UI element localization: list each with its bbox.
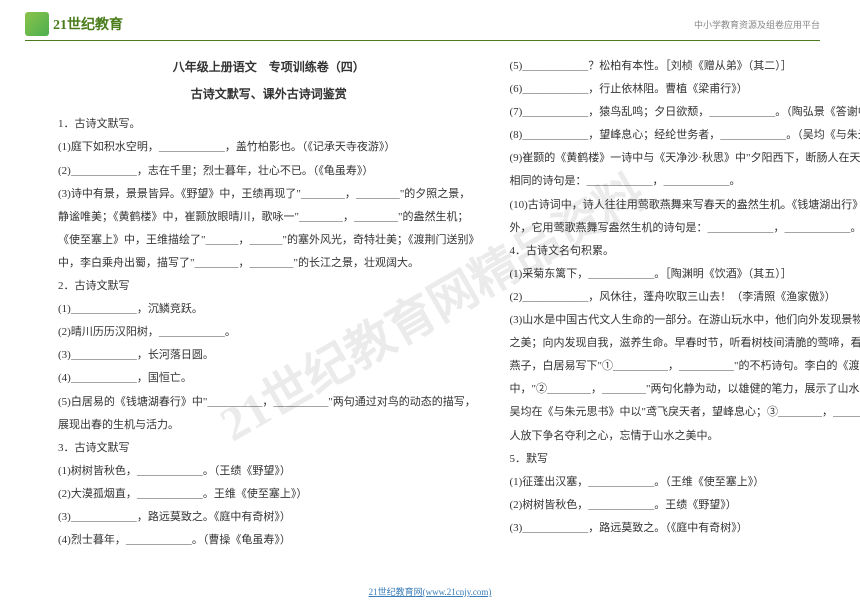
text-line: (2)晴川历历汉阳树，＿＿＿＿＿＿。 [58, 321, 479, 344]
header-underline [25, 40, 820, 41]
text-line: (1)树树皆秋色，＿＿＿＿＿＿。（王绩《野望》） [58, 460, 479, 483]
text-line: (2)＿＿＿＿＿＿，风休往，蓬舟吹取三山去！（李清照《渔家傲》） [509, 286, 860, 309]
text-line: (6)＿＿＿＿＿＿，行止依林阻。曹植《梁甫行》） [509, 78, 860, 101]
text-line: 之美；向内发现自我，滋养生命。早春时节，听看树枝间清脆的莺啼，看着衔泥筑巢的 [509, 332, 860, 355]
text-line: (1)＿＿＿＿＿＿，沉鳞竞跃。 [58, 298, 479, 321]
text-line: 展现出春的生机与活力。 [58, 414, 479, 437]
logo: 21世纪教育 [25, 12, 123, 36]
text-line: (2)大漠孤烟直，＿＿＿＿＿＿。王维《使至塞上》） [58, 483, 479, 506]
text-line: 《使至塞上》中，王维描绘了"＿＿＿，＿＿＿"的塞外风光，奇特壮美；《渡荆门送别》 [58, 229, 479, 252]
text-line: (2)＿＿＿＿＿＿，志在千里；烈士暮年，壮心不已。（《龟虽寿》） [58, 160, 479, 183]
text-line: (3)诗中有景，景景皆异。《野望》中，王绩再现了"＿＿＿＿，＿＿＿＿"的夕照之景… [58, 183, 479, 206]
right-column: (5)＿＿＿＿＿＿？松柏有本性。［刘桢《赠从弟》（其二）］(6)＿＿＿＿＿＿，行… [509, 55, 860, 578]
text-line: 外，它用莺歌燕舞写盎然生机的诗句是：＿＿＿＿＿＿，＿＿＿＿＿＿。 [509, 217, 860, 240]
text-line: 5．默写 [509, 448, 860, 471]
text-line: (5)＿＿＿＿＿＿？松柏有本性。［刘桢《赠从弟》（其二）］ [509, 55, 860, 78]
text-line: (7)＿＿＿＿＿＿，猿鸟乱鸣；夕日欲颓，＿＿＿＿＿＿。（陶弘景《答谢中书书》） [509, 101, 860, 124]
text-line: 人放下争名夺利之心，忘情于山水之美中。 [509, 425, 860, 448]
text-line: (2)树树皆秋色，＿＿＿＿＿＿。王绩《野望》） [509, 494, 860, 517]
doc-subtitle: 古诗文默写、课外古诗词鉴赏 [58, 82, 479, 107]
text-line: (8)＿＿＿＿＿＿，望峰息心；经纶世务者，＿＿＿＿＿＿。（吴均《与朱元思书》） [509, 124, 860, 147]
footer: 21世纪教育网(www.21cnjy.com) [369, 585, 492, 598]
footer-link[interactable]: 21世纪教育网(www.21cnjy.com) [369, 587, 492, 597]
text-line: (3)＿＿＿＿＿＿，长河落日圆。 [58, 344, 479, 367]
doc-title: 八年级上册语文 专项训练卷（四） [58, 55, 479, 80]
text-line: (3)＿＿＿＿＿＿，路远莫致之。《庭中有奇树》） [58, 506, 479, 529]
text-line: 中，"②＿＿＿＿，＿＿＿＿"两句化静为动，以雄健的笔力，展示了山水的壮阔之美。 [509, 378, 860, 401]
text-line: (4)烈士暮年，＿＿＿＿＿＿。（曹操《龟虽寿》） [58, 529, 479, 552]
text-line: 4．古诗文名句积累。 [509, 240, 860, 263]
text-line: (1)征蓬出汉塞，＿＿＿＿＿＿。（王维《使至塞上》） [509, 471, 860, 494]
text-line: (1)庭下如积水空明，＿＿＿＿＿＿，盖竹柏影也。（《记承天寺夜游》） [58, 136, 479, 159]
text-line: 相同的诗句是：＿＿＿＿＿＿，＿＿＿＿＿＿。 [509, 170, 860, 193]
text-line: 2．古诗文默写 [58, 275, 479, 298]
logo-text: 21世纪教育 [53, 14, 123, 34]
text-line: (4)＿＿＿＿＿＿，国恒亡。 [58, 367, 479, 390]
text-line: (5)白居易的《钱塘湖春行》中"＿＿＿＿＿，＿＿＿＿＿"两句通过对鸟的动态的描写… [58, 391, 479, 414]
text-line: 静谧唯美；《黄鹤楼》中，崔颢放眼晴川，歌咏一"＿＿＿＿，＿＿＿＿"的盎然生机； [58, 206, 479, 229]
text-line: (3)山水是中国古代文人生命的一部分。在游山玩水中，他们向外发现景物之趣，生活 [509, 309, 860, 332]
text-line: (3)＿＿＿＿＿＿，路远莫致之。（《庭中有奇树》） [509, 517, 860, 540]
text-line: 燕子，白居易写下"①＿＿＿＿＿，＿＿＿＿＿"的不朽诗句。李白的《渡荆门送别》一诗 [509, 355, 860, 378]
text-line: (10)古诗词中，诗人往往用莺歌燕舞来写春天的盎然生机。《钱塘湖出行》一诗也不例 [509, 194, 860, 217]
text-line: 3．古诗文默写 [58, 437, 479, 460]
text-line: 1．古诗文默写。 [58, 113, 479, 136]
header-right-text: 中小学教育资源及组卷应用平台 [694, 18, 820, 31]
left-column: 八年级上册语文 专项训练卷（四） 古诗文默写、课外古诗词鉴赏 1．古诗文默写。(… [58, 55, 479, 578]
text-line: (9)崔颢的《黄鹤楼》一诗中与《天净沙·秋思》中"夕阳西下，断肠人在天涯"意境 [509, 147, 860, 170]
text-line: 吴均在《与朱元思书》中以"鸢飞戾天者，望峰息心；③＿＿＿＿，＿＿＿＿"来劝友 [509, 401, 860, 424]
text-line: 中，李白乘舟出蜀，描写了"＿＿＿＿，＿＿＿＿"的长江之景，壮观阔大。 [58, 252, 479, 275]
text-line: (1)采菊东篱下，＿＿＿＿＿＿。［陶渊明《饮酒》（其五）］ [509, 263, 860, 286]
content-area: 八年级上册语文 专项训练卷（四） 古诗文默写、课外古诗词鉴赏 1．古诗文默写。(… [58, 55, 820, 578]
logo-icon [25, 12, 49, 36]
